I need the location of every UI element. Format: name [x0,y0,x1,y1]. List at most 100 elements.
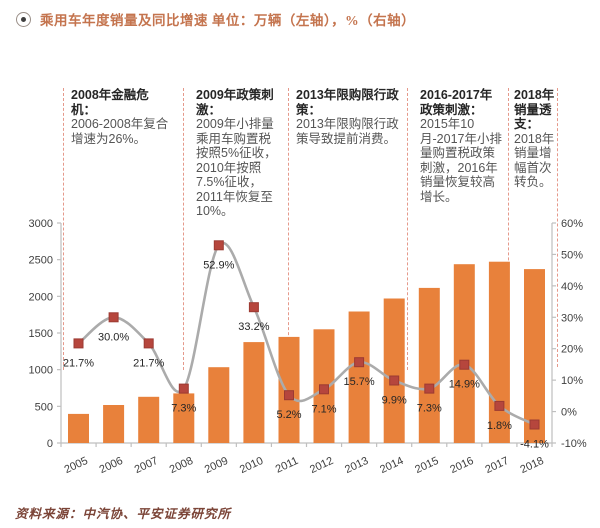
data-label-2017: 1.8% [487,420,512,432]
svg-text:2005: 2005 [63,455,90,476]
svg-text:2012: 2012 [308,455,335,476]
annotation-title: 2009年政策刺激： [196,88,274,117]
svg-text:2007: 2007 [133,455,160,476]
svg-text:3000: 3000 [29,218,53,230]
bar-2018 [524,269,545,443]
annotation-2009-stimulus: 2009年政策刺激： 2009年小排量乘用车购置税按照5%征收，2010年按照7… [196,88,280,219]
bar-2011 [278,336,300,443]
data-label-2014: 9.9% [382,395,407,407]
dashed-separator [288,88,289,370]
svg-text:1000: 1000 [29,365,53,377]
left-axis-labels: 0 500 1000 1500 2000 2500 3000 [29,218,53,450]
bar-2014 [383,298,405,443]
svg-text:0%: 0% [561,407,577,419]
svg-text:30%: 30% [561,312,583,324]
bar-2013 [348,311,370,443]
data-label-2012: 7.1% [311,403,336,415]
marker-2016 [459,359,470,370]
bar-2008 [173,393,195,443]
data-label-2008: 7.3% [171,403,196,415]
data-label-2010: 33.2% [238,321,269,333]
svg-text:500: 500 [35,401,53,413]
svg-text:40%: 40% [561,281,583,293]
annotation-body: 2009年小排量乘用车购置税按照5%征收，2010年按照7.5%征收，2011年… [196,117,277,218]
annotation-2013-restriction: 2013年限购限行政策： 2013年限购限行政策导致提前消费。 [296,88,400,146]
svg-text:2017: 2017 [483,455,510,476]
data-label-2015: 7.3% [417,403,442,415]
annotation-2018-overdraft: 2018年销量透支： 2018年销量增幅首次转负。 [514,88,560,190]
svg-text:2008: 2008 [168,455,195,476]
marker-2017 [494,400,505,411]
svg-text:10%: 10% [561,375,583,387]
axes [57,222,556,447]
dashed-separator [63,88,64,370]
data-source: 资料来源：中汽协、平安证券研究所 [15,507,232,521]
svg-text:60%: 60% [561,218,583,230]
svg-text:-10%: -10% [561,438,587,450]
svg-text:2015: 2015 [413,455,440,476]
marker-2007 [143,338,154,349]
marker-2011 [284,390,294,401]
data-label-2009: 52.9% [203,259,234,271]
data-label-2006: 30.0% [98,331,129,343]
marker-2005 [73,338,84,349]
marker-2006 [108,312,119,323]
bar-2015 [418,287,440,443]
data-label-2007: 21.7% [133,357,164,369]
annotation-body: 2015年10月-2017年小排量购置税政策刺激，2016年销量恢复较高增长。 [420,117,502,204]
x-axis-labels: 2005 2006 2007 2008 2009 2010 2011 2012 2013 2014… [63,455,546,476]
svg-text:2016: 2016 [448,455,475,476]
bar-2007 [138,396,160,443]
svg-text:2000: 2000 [29,291,53,303]
svg-text:2006: 2006 [98,455,125,476]
annotation-2016-2017-stimulus: 2016-2017年政策刺激： 2015年10月-2017年小排量购置税政策刺激… [420,88,504,204]
svg-text:2009: 2009 [203,455,230,476]
svg-text:50%: 50% [561,249,583,261]
data-label-2005: 21.7% [63,357,94,369]
data-label-2018: -4.1% [520,439,549,451]
figure-title: 乘用车年度销量及同比增速 单位：万辆（左轴），%（右轴） [40,13,416,28]
data-label-2016: 14.9% [449,379,480,391]
annotation-body: 2006-2008年复合增速为26%。 [71,117,169,146]
bar-2016 [453,264,475,443]
marker-2010 [248,302,259,313]
marker-2014 [389,375,400,386]
dashed-separator [183,88,184,370]
annotation-body: 2013年限购限行政策导致提前消费。 [296,117,399,146]
svg-text:1500: 1500 [29,328,53,340]
right-axis-labels: -10% 0% 10% 20% 30% 40% 50% 60% [561,218,587,450]
data-label-2013: 15.7% [343,376,374,388]
annotation-body: 2018年销量增幅首次转负。 [514,131,555,190]
bar-2010 [243,342,265,443]
svg-text:2013: 2013 [343,455,370,476]
dashed-separator [557,88,558,367]
growth-data-labels: 21.7% 30.0% 21.7% 7.3% 52.9% 33.2% 5.2% 7.1% 15.… [63,259,549,450]
annotation-title: 2016-2017年政策刺激： [420,88,493,117]
svg-text:20%: 20% [561,344,583,356]
figure-title-row: 乘用车年度销量及同比增速 单位：万辆（左轴），%（右轴） [16,8,415,30]
marker-2015 [424,383,435,394]
marker-2008 [178,383,189,394]
svg-text:2500: 2500 [29,255,53,267]
annotation-2008-crisis: 2008年金融危机： 2006-2008年复合增速为26%。 [71,88,170,146]
bar-2005 [68,413,89,443]
annotation-title: 2013年限购限行政策： [296,88,399,117]
annotation-title: 2018年销量透支： [514,88,555,131]
marker-2013 [354,357,365,368]
marker-2012 [319,384,329,395]
growth-markers [73,240,540,430]
dashed-separator [508,88,509,370]
data-label-2011: 5.2% [276,409,301,421]
svg-text:0: 0 [47,438,53,450]
svg-text:2010: 2010 [238,455,265,476]
svg-text:2014: 2014 [378,455,405,476]
marker-2009 [213,240,224,251]
annotation-title: 2008年金融危机： [71,88,149,117]
bar-2009 [208,367,230,443]
svg-text:2011: 2011 [274,455,301,476]
bar-2006 [103,405,125,443]
bar-2017 [488,261,510,443]
radio-bullet-icon [16,11,31,27]
